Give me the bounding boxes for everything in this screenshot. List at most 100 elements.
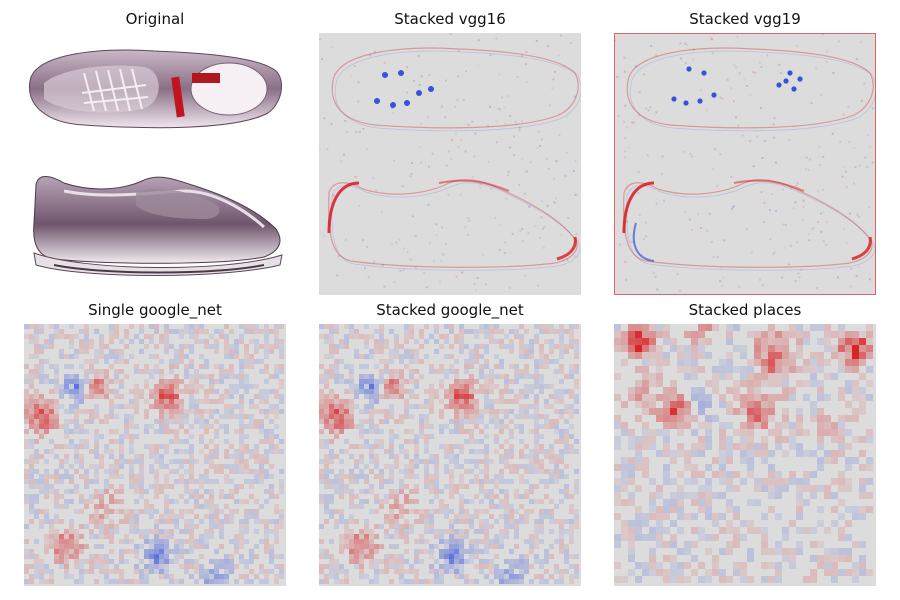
- attribution-cell: [796, 380, 803, 387]
- attribution-cell: [29, 564, 34, 569]
- attribution-cell: [264, 569, 269, 574]
- attribution-cell: [94, 509, 99, 514]
- attribution-cell: [754, 415, 761, 422]
- attribution-cell: [194, 374, 199, 379]
- attribution-cell: [747, 548, 754, 555]
- attribution-cell: [124, 559, 129, 564]
- saliency-noise: [406, 66, 409, 69]
- attribution-cell: [677, 548, 684, 555]
- attribution-cell: [129, 439, 134, 444]
- attribution-cell: [324, 574, 329, 579]
- attribution-cell: [705, 401, 712, 408]
- attribution-cell: [24, 324, 29, 329]
- attribution-cell: [464, 469, 469, 474]
- attribution-cell: [119, 549, 124, 554]
- attribution-cell: [499, 489, 504, 494]
- attribution-cell: [524, 494, 529, 499]
- attribution-cell: [559, 339, 564, 344]
- attribution-cell: [459, 344, 464, 349]
- attribution-cell: [429, 549, 434, 554]
- saliency-noise: [414, 234, 417, 237]
- attribution-cell: [174, 414, 179, 419]
- attribution-cell: [635, 513, 642, 520]
- attribution-cell: [374, 454, 379, 459]
- attribution-cell: [489, 524, 494, 529]
- attribution-cell: [705, 443, 712, 450]
- attribution-cell: [194, 329, 199, 334]
- attribution-cell: [164, 344, 169, 349]
- attribution-cell: [29, 464, 34, 469]
- attribution-cell: [264, 324, 269, 329]
- attribution-cell: [169, 429, 174, 434]
- attribution-cell: [259, 539, 264, 544]
- attribution-cell: [319, 404, 324, 409]
- attribution-cell: [164, 534, 169, 539]
- attribution-cell: [628, 387, 635, 394]
- attribution-cell: [670, 338, 677, 345]
- attribution-cell: [199, 364, 204, 369]
- attribution-cell: [24, 494, 29, 499]
- attribution-cell: [324, 519, 329, 524]
- attribution-cell: [424, 414, 429, 419]
- attribution-cell: [404, 474, 409, 479]
- attribution-cell: [154, 494, 159, 499]
- attribution-cell: [768, 394, 775, 401]
- attribution-cell: [569, 574, 574, 579]
- attribution-cell: [419, 514, 424, 519]
- attribution-cell: [534, 519, 539, 524]
- saliency-noise: [505, 197, 508, 200]
- attribution-cell: [64, 474, 69, 479]
- attribution-cell: [740, 422, 747, 429]
- attribution-cell: [34, 484, 39, 489]
- attribution-cell: [499, 399, 504, 404]
- attribution-cell: [499, 504, 504, 509]
- attribution-cell: [775, 569, 782, 576]
- attribution-cell: [642, 562, 649, 569]
- attribution-cell: [104, 359, 109, 364]
- attribution-cell: [459, 479, 464, 484]
- attribution-cell: [189, 464, 194, 469]
- attribution-cell: [319, 524, 324, 529]
- attribution-cell: [184, 549, 189, 554]
- attribution-cell: [628, 443, 635, 450]
- attribution-cell: [454, 339, 459, 344]
- attribution-cell: [159, 379, 164, 384]
- attribution-cell: [359, 444, 364, 449]
- attribution-cell: [319, 444, 324, 449]
- saliency-noise: [498, 248, 501, 251]
- attribution-cell: [434, 509, 439, 514]
- attribution-cell: [229, 494, 234, 499]
- attribution-cell: [399, 569, 404, 574]
- attribution-cell: [174, 459, 179, 464]
- attribution-cell: [524, 489, 529, 494]
- attribution-cell: [768, 331, 775, 338]
- attribution-cell: [269, 494, 274, 499]
- attribution-cell: [459, 514, 464, 519]
- attribution-cell: [79, 444, 84, 449]
- attribution-cell: [79, 459, 84, 464]
- attribution-cell: [782, 359, 789, 366]
- saliency-noise: [769, 238, 772, 241]
- attribution-cell: [796, 429, 803, 436]
- attribution-cell: [569, 434, 574, 439]
- attribution-cell: [414, 449, 419, 454]
- attribution-cell: [404, 339, 409, 344]
- attribution-cell: [149, 389, 154, 394]
- attribution-cell: [54, 324, 59, 329]
- attribution-cell: [389, 379, 394, 384]
- attribution-cell: [404, 409, 409, 414]
- attribution-cell: [499, 329, 504, 334]
- attribution-cell: [394, 559, 399, 564]
- attribution-cell: [712, 520, 719, 527]
- attribution-cell: [214, 449, 219, 454]
- attribution-cell: [349, 384, 354, 389]
- attribution-cell: [524, 554, 529, 559]
- attribution-cell: [329, 469, 334, 474]
- attribution-cell: [549, 519, 554, 524]
- attribution-cell: [519, 334, 524, 339]
- attribution-cell: [324, 354, 329, 359]
- saliency-noise: [373, 51, 376, 54]
- saliency-noise: [520, 120, 523, 123]
- attribution-cell: [44, 519, 49, 524]
- attribution-cell: [264, 394, 269, 399]
